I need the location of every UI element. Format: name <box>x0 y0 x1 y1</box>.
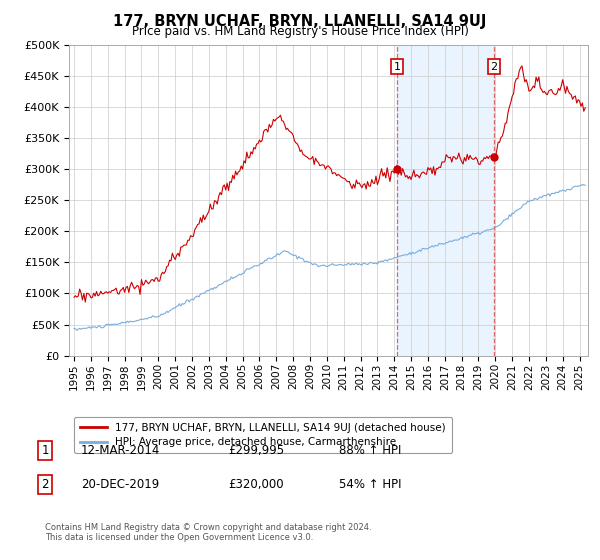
Legend: 177, BRYN UCHAF, BRYN, LLANELLI, SA14 9UJ (detached house), HPI: Average price, : 177, BRYN UCHAF, BRYN, LLANELLI, SA14 9U… <box>74 417 452 454</box>
Text: 2: 2 <box>490 62 497 72</box>
Text: 54% ↑ HPI: 54% ↑ HPI <box>339 478 401 491</box>
Text: 88% ↑ HPI: 88% ↑ HPI <box>339 444 401 458</box>
Text: Price paid vs. HM Land Registry's House Price Index (HPI): Price paid vs. HM Land Registry's House … <box>131 25 469 38</box>
Text: £320,000: £320,000 <box>228 478 284 491</box>
Text: 1: 1 <box>394 62 401 72</box>
Text: 1: 1 <box>41 444 49 458</box>
Text: Contains HM Land Registry data © Crown copyright and database right 2024.: Contains HM Land Registry data © Crown c… <box>45 523 371 532</box>
Text: This data is licensed under the Open Government Licence v3.0.: This data is licensed under the Open Gov… <box>45 533 313 542</box>
Text: 12-MAR-2014: 12-MAR-2014 <box>81 444 160 458</box>
Text: 2: 2 <box>41 478 49 491</box>
Text: 177, BRYN UCHAF, BRYN, LLANELLI, SA14 9UJ: 177, BRYN UCHAF, BRYN, LLANELLI, SA14 9U… <box>113 14 487 29</box>
Bar <box>397 45 494 356</box>
Text: £299,995: £299,995 <box>228 444 284 458</box>
Text: 20-DEC-2019: 20-DEC-2019 <box>81 478 159 491</box>
